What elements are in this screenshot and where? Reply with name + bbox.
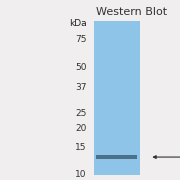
Text: 37: 37	[75, 83, 86, 92]
Text: 10: 10	[75, 170, 86, 179]
Text: 15: 15	[75, 143, 86, 152]
Bar	[94, 21, 140, 175]
Text: 25: 25	[75, 109, 86, 118]
Text: 20: 20	[75, 124, 86, 133]
Text: 75: 75	[75, 35, 86, 44]
Bar	[96, 155, 137, 159]
Text: kDa: kDa	[69, 19, 86, 28]
Text: Western Blot: Western Blot	[96, 7, 167, 17]
Text: 50: 50	[75, 62, 86, 71]
